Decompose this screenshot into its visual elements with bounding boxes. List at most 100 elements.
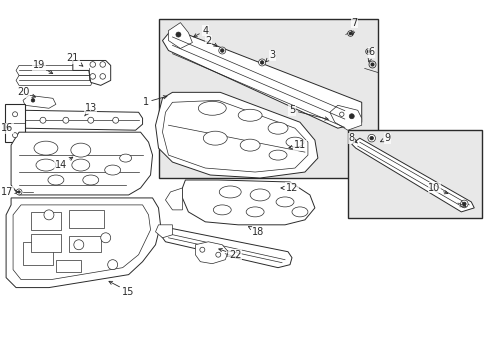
Polygon shape xyxy=(168,23,192,49)
Polygon shape xyxy=(351,138,473,212)
Circle shape xyxy=(258,59,265,66)
Text: 11: 11 xyxy=(288,140,305,150)
Ellipse shape xyxy=(291,207,307,217)
Text: 4: 4 xyxy=(193,26,208,37)
Circle shape xyxy=(339,112,343,116)
Circle shape xyxy=(176,32,181,37)
Circle shape xyxy=(460,200,467,208)
Text: 15: 15 xyxy=(109,281,135,297)
Bar xyxy=(56,260,81,272)
Circle shape xyxy=(74,240,83,250)
Text: 5: 5 xyxy=(288,105,327,120)
Text: 21: 21 xyxy=(66,54,82,66)
Circle shape xyxy=(90,73,95,79)
Circle shape xyxy=(369,136,373,140)
Ellipse shape xyxy=(203,131,227,145)
Polygon shape xyxy=(73,60,110,85)
Polygon shape xyxy=(11,132,152,195)
Text: 17: 17 xyxy=(1,187,18,197)
Text: 9: 9 xyxy=(380,133,390,143)
Text: 7: 7 xyxy=(351,18,357,35)
Circle shape xyxy=(220,49,224,52)
Circle shape xyxy=(40,117,46,123)
Polygon shape xyxy=(16,66,93,75)
Ellipse shape xyxy=(245,207,264,217)
Ellipse shape xyxy=(285,137,304,147)
Ellipse shape xyxy=(240,139,260,151)
Circle shape xyxy=(107,260,118,270)
Text: 22: 22 xyxy=(218,248,241,260)
Text: 16: 16 xyxy=(1,123,13,133)
Polygon shape xyxy=(160,228,291,268)
Text: 10: 10 xyxy=(427,183,447,194)
Ellipse shape xyxy=(82,175,99,185)
Circle shape xyxy=(13,133,18,138)
Polygon shape xyxy=(6,198,160,288)
Text: 20: 20 xyxy=(17,87,36,98)
Ellipse shape xyxy=(198,101,226,115)
Bar xyxy=(5,104,25,142)
Text: 6: 6 xyxy=(367,48,374,62)
Ellipse shape xyxy=(276,197,293,207)
Text: 14: 14 xyxy=(55,157,73,170)
Circle shape xyxy=(18,191,20,193)
Text: 18: 18 xyxy=(248,226,264,237)
Bar xyxy=(31,234,61,252)
Ellipse shape xyxy=(34,141,58,155)
Polygon shape xyxy=(16,75,93,85)
Polygon shape xyxy=(13,205,150,280)
Circle shape xyxy=(100,62,105,67)
Polygon shape xyxy=(195,242,228,264)
Text: 13: 13 xyxy=(84,103,97,116)
Text: 8: 8 xyxy=(348,133,357,143)
Ellipse shape xyxy=(71,143,91,157)
Polygon shape xyxy=(162,100,307,172)
Circle shape xyxy=(348,114,353,119)
Text: 1: 1 xyxy=(142,96,166,107)
Polygon shape xyxy=(23,95,56,108)
Bar xyxy=(69,236,101,252)
Polygon shape xyxy=(23,242,53,265)
Circle shape xyxy=(260,61,264,64)
Circle shape xyxy=(101,233,110,243)
Bar xyxy=(31,212,61,230)
Ellipse shape xyxy=(250,189,269,201)
Polygon shape xyxy=(155,225,172,238)
Ellipse shape xyxy=(238,109,262,121)
Ellipse shape xyxy=(36,159,56,171)
Circle shape xyxy=(90,62,95,67)
Ellipse shape xyxy=(268,150,286,160)
Ellipse shape xyxy=(219,186,241,198)
Circle shape xyxy=(63,117,69,123)
Circle shape xyxy=(88,117,94,123)
Ellipse shape xyxy=(267,122,287,134)
Polygon shape xyxy=(182,180,314,225)
Bar xyxy=(158,19,377,178)
Ellipse shape xyxy=(213,205,231,215)
Text: 12: 12 xyxy=(281,183,298,193)
Text: 19: 19 xyxy=(33,60,53,73)
Circle shape xyxy=(44,210,54,220)
Circle shape xyxy=(215,252,220,257)
Ellipse shape xyxy=(72,159,90,171)
Text: 2: 2 xyxy=(205,36,217,46)
Circle shape xyxy=(112,117,119,123)
Circle shape xyxy=(200,247,204,252)
Bar xyxy=(69,210,103,228)
Polygon shape xyxy=(165,188,182,210)
Polygon shape xyxy=(19,110,142,130)
Circle shape xyxy=(13,112,18,117)
Polygon shape xyxy=(329,105,361,130)
Bar xyxy=(347,130,481,218)
Ellipse shape xyxy=(120,154,131,162)
Ellipse shape xyxy=(48,175,64,185)
Ellipse shape xyxy=(104,165,121,175)
Circle shape xyxy=(16,189,22,195)
Circle shape xyxy=(100,73,105,79)
Circle shape xyxy=(367,134,375,142)
Circle shape xyxy=(462,202,465,206)
Circle shape xyxy=(218,47,225,54)
Circle shape xyxy=(31,99,35,102)
Text: 3: 3 xyxy=(265,50,275,62)
Polygon shape xyxy=(162,28,361,128)
